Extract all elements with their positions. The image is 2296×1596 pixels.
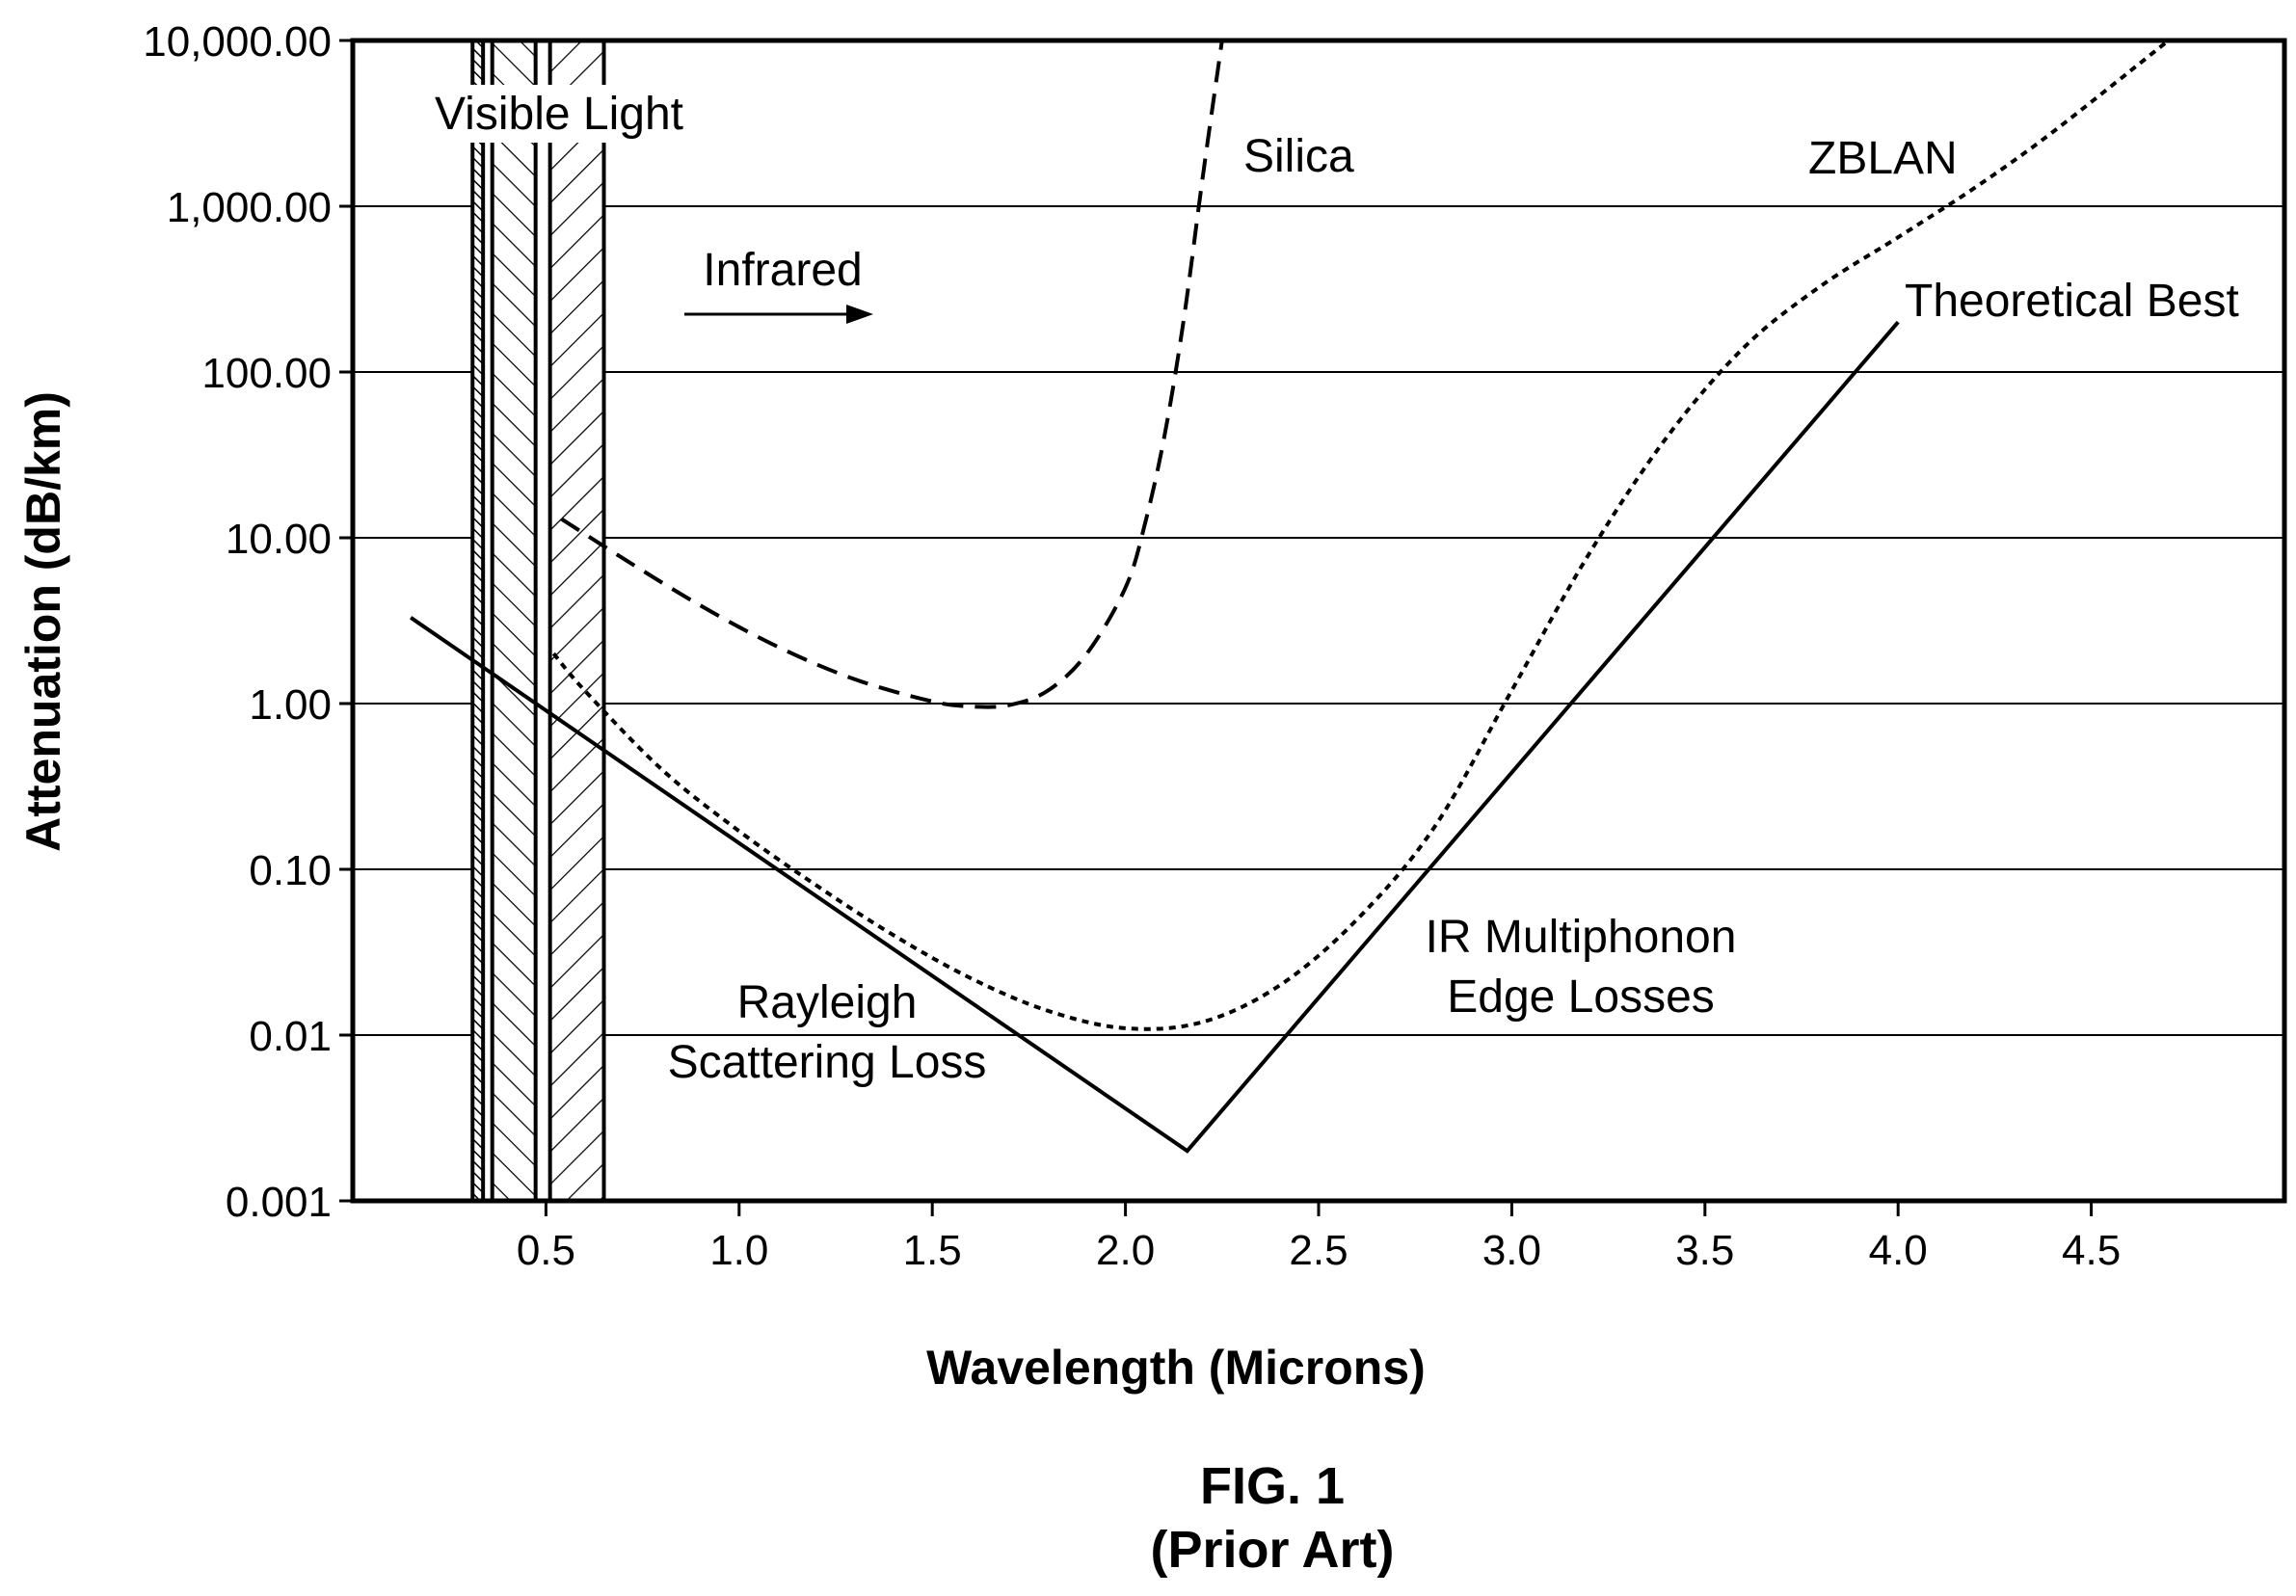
x-axis-label: Wavelength (Microns) (926, 1341, 1426, 1395)
infrared-label: Infrared (703, 245, 862, 296)
series-line-2 (409, 320, 1900, 1154)
x-tick-label: 3.5 (1675, 1227, 1734, 1274)
band-segment-blue (492, 40, 536, 1201)
y-tick-label: 0.10 (249, 847, 332, 894)
y-tick-label: 0.01 (249, 1013, 332, 1060)
x-tick-label: 4.0 (1869, 1227, 1928, 1274)
x-tick-label: 3.0 (1482, 1227, 1541, 1274)
x-tick-label: 2.0 (1096, 1227, 1155, 1274)
x-tick-label: 4.5 (2062, 1227, 2121, 1274)
y-tick-label: 1,000.00 (167, 184, 332, 231)
zblan-label: ZBLAN (1808, 133, 1958, 184)
figure-sublabel: (Prior Art) (1151, 1521, 1395, 1579)
gridlines (353, 40, 2284, 1202)
x-tick-labels: 0.5 1.0 1.5 2.0 2.5 3.0 3.5 4.0 4.5 (517, 1201, 2121, 1274)
ir-multiphonon-label: IR Multiphonon (1426, 912, 1737, 963)
x-tick-label: 2.5 (1289, 1227, 1348, 1274)
y-tick-label: 10,000.00 (143, 18, 332, 66)
series-lines (409, 39, 2171, 1154)
plot-border (350, 38, 2287, 1204)
band-label-backdrop (468, 85, 608, 143)
y-tick-label: 100.00 (201, 350, 332, 397)
edge-losses-label: Edge Losses (1447, 971, 1715, 1023)
band-segment-violet (472, 40, 484, 1201)
x-tick-label: 0.5 (517, 1227, 575, 1274)
x-tick-label: 1.0 (709, 1227, 768, 1274)
y-tick-label: 1.00 (249, 681, 332, 729)
y-axis-label: Attenuation (dB/km) (16, 391, 70, 852)
series-line-1 (551, 39, 2171, 1031)
rayleigh-label: Rayleigh (737, 977, 918, 1028)
silica-label: Silica (1243, 131, 1354, 182)
theoretical-best-label: Theoretical Best (1905, 276, 2239, 327)
band-segment-red (549, 40, 604, 1201)
y-tick-label: 0.001 (226, 1179, 332, 1226)
infrared-arrow-icon (684, 305, 873, 324)
visible-light-label: Visible Light (435, 89, 683, 140)
y-tick-labels: 10,000.00 1,000.00 100.00 10.00 1.00 0.10 0.01… (143, 18, 353, 1226)
plot-frame (350, 38, 2287, 1204)
series-line-0 (560, 40, 1224, 709)
x-tick-label: 1.5 (903, 1227, 962, 1274)
y-tick-label: 10.00 (226, 516, 332, 563)
scattering-loss-label: Scattering Loss (668, 1037, 987, 1088)
visible-light-band (468, 40, 608, 1201)
figure-label: FIG. 1 (1200, 1457, 1345, 1515)
